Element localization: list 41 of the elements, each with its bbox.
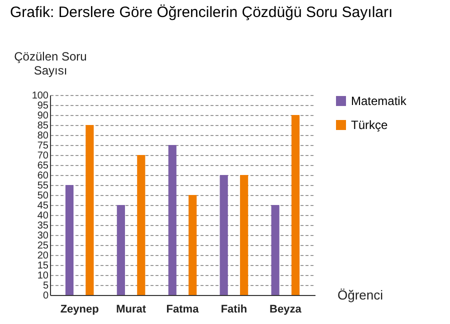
y-tick-label: 100	[32, 90, 49, 102]
y-tick-label: 90	[37, 110, 49, 122]
bar	[271, 205, 280, 295]
x-tick-label: Beyza	[270, 304, 302, 316]
bar	[291, 115, 300, 295]
y-tick-label: 55	[37, 180, 49, 192]
y-axis-title: Çözülen Soru Sayısı	[14, 50, 87, 78]
y-tick-label: 5	[42, 280, 49, 292]
legend-label: Matematik	[351, 94, 408, 108]
y-tick-label: 70	[37, 150, 49, 162]
y-tick-label: 10	[37, 270, 49, 282]
y-tick-label: 45	[37, 200, 49, 212]
y-tick-label: 65	[37, 160, 49, 172]
legend-label: Türkçe	[351, 118, 388, 132]
x-tick-label: Murat	[116, 304, 146, 316]
y-tick-label: 80	[37, 130, 49, 142]
chart-title: Grafik: Derslere Göre Öğrencilerin Çözdüğü Soru Sayıları	[10, 4, 393, 21]
bar	[220, 175, 228, 295]
y-tick-label: 60	[37, 170, 49, 182]
y-tick-label: 40	[37, 210, 49, 222]
y-tick-label: 35	[37, 220, 49, 232]
y-tick-label: 85	[37, 120, 49, 132]
bar	[116, 205, 125, 295]
x-tick-label: Fatih	[220, 304, 248, 316]
y-tick-label: 95	[37, 100, 49, 112]
y-tick-label: 30	[37, 230, 49, 242]
bar	[188, 195, 197, 295]
y-tick-label: 75	[37, 140, 49, 152]
bar	[137, 155, 146, 295]
x-axis-title: Öğrenci	[338, 288, 384, 302]
bar	[240, 175, 248, 295]
y-tick-label: 50	[37, 190, 49, 202]
x-tick-label: Fatma	[166, 304, 200, 316]
y-tick-label: 25	[37, 240, 49, 252]
bar	[86, 125, 94, 295]
y-tick-label: 0	[42, 290, 49, 302]
y-tick-label: 15	[37, 260, 49, 272]
bar	[65, 185, 74, 295]
x-tick-label: Zeynep	[60, 304, 100, 316]
bar	[168, 145, 176, 295]
y-tick-label: 20	[37, 250, 49, 262]
